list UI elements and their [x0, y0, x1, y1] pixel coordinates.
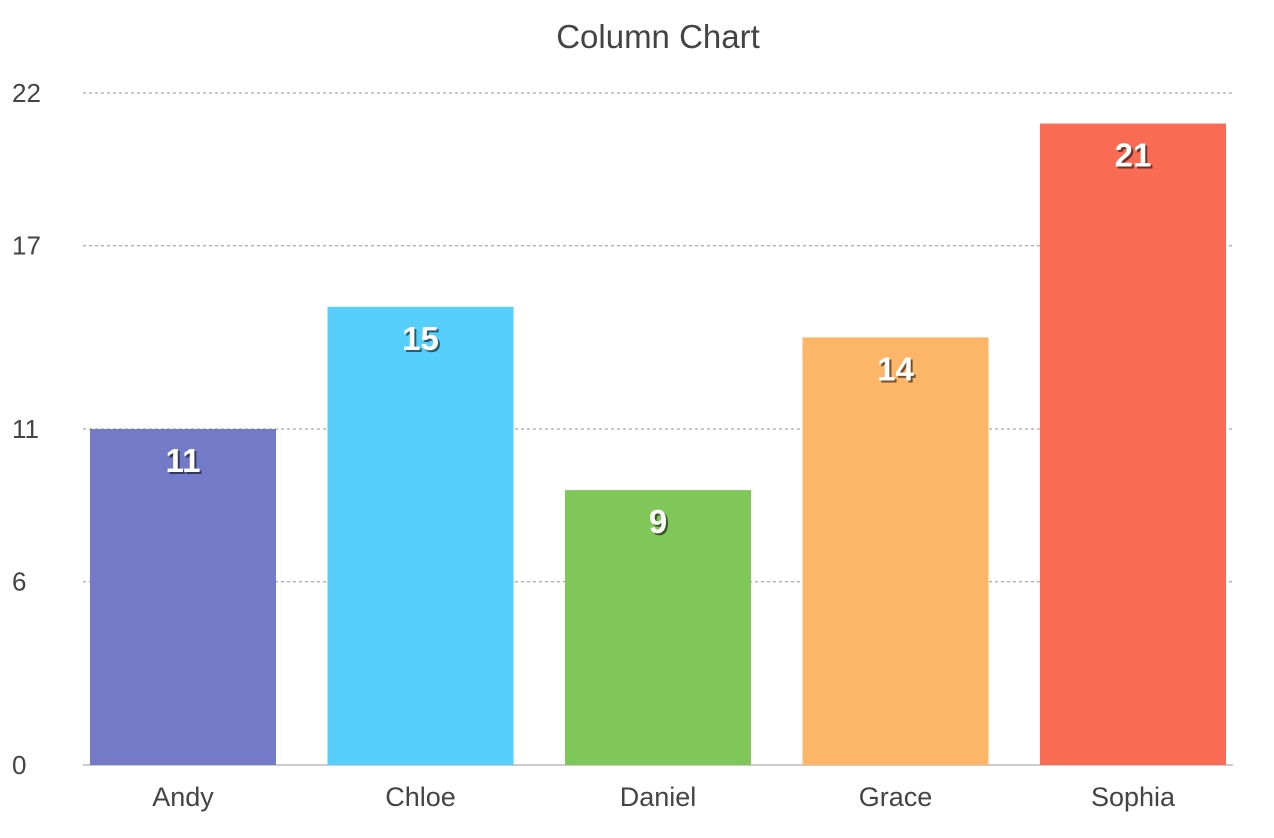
value-label: 9 [649, 503, 667, 540]
value-label: 21 [1115, 137, 1152, 174]
y-tick-label: 6 [12, 567, 26, 597]
value-label-shadow: 11 [168, 444, 203, 481]
x-category-label: Daniel [620, 782, 697, 812]
value-label-shadow: 21 [1117, 139, 1154, 176]
bar-sophia [1040, 123, 1226, 765]
y-tick-label: 11 [12, 414, 39, 444]
value-label: 14 [877, 350, 914, 387]
y-tick-label: 17 [12, 231, 41, 261]
bar-andy [90, 429, 276, 765]
value-label-shadow: 15 [404, 322, 441, 359]
x-category-label: Sophia [1091, 782, 1176, 812]
y-tick-label: 22 [12, 78, 41, 108]
value-label-shadow: 14 [879, 352, 916, 389]
label-layer: 061117221111Andy1515Chloe99Daniel1414Gra… [12, 78, 1176, 812]
x-category-label: Grace [859, 782, 933, 812]
bar-daniel [565, 490, 751, 765]
value-label: 15 [402, 320, 439, 357]
chart-title: Column Chart [556, 18, 760, 55]
x-category-label: Chloe [385, 782, 456, 812]
y-tick-label: 0 [12, 750, 26, 780]
value-label-shadow: 9 [651, 505, 669, 542]
value-label: 11 [166, 442, 201, 479]
bar-grace [802, 337, 989, 765]
bar-chloe [327, 306, 514, 765]
x-category-label: Andy [152, 782, 214, 812]
bar-layer [90, 123, 1226, 765]
